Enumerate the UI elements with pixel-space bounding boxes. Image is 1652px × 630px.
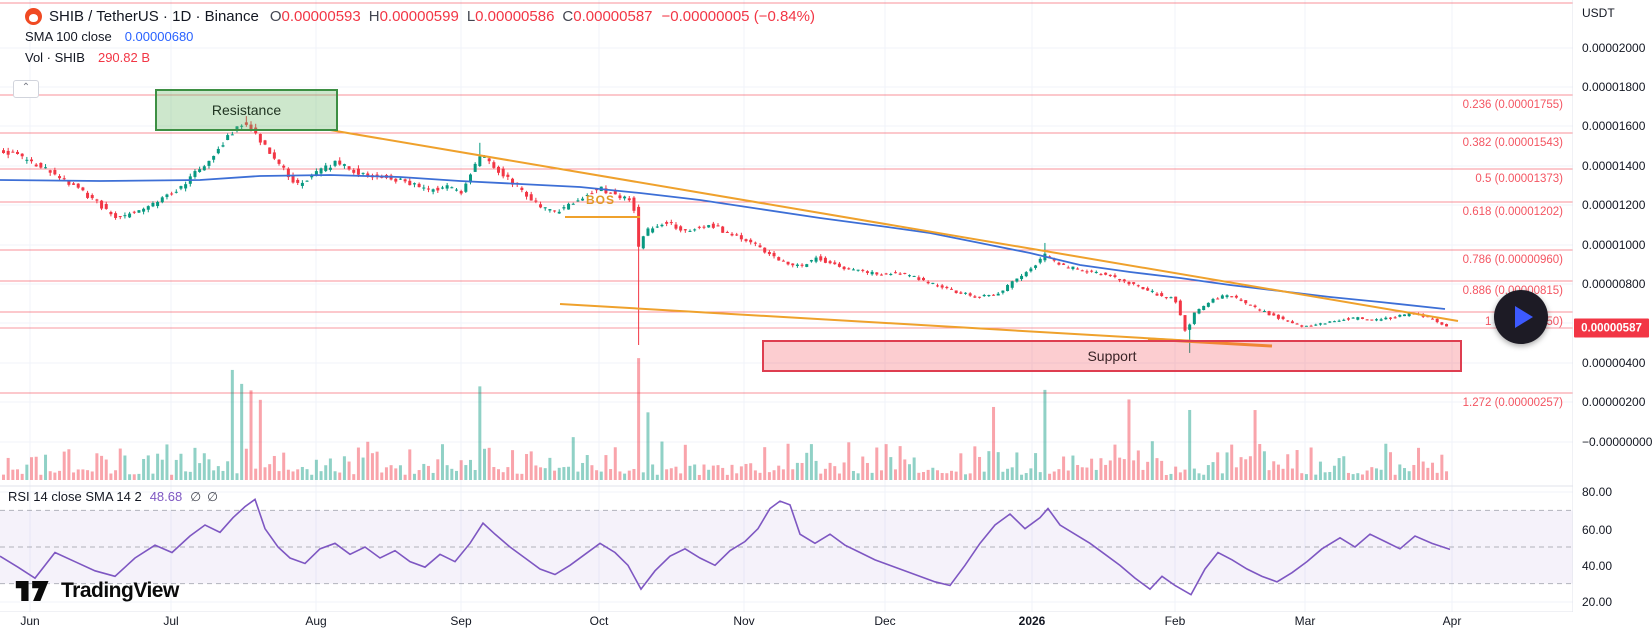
candlesticks [2,116,1449,353]
tradingview-logo-icon [15,581,49,601]
open-value: 0.00000593 [281,7,361,25]
shib-coin-icon [25,7,42,25]
price-tick-label: 0.00001200 [1582,198,1646,212]
last-price-badge: 0.00000587 [1574,318,1649,338]
price-tick-label: 0.00001000 [1582,238,1646,252]
volume-label: Vol · SHIB [25,50,85,65]
symbol-row: SHIB / TetherUS · 1D · Binance O0.000005… [25,6,815,26]
time-tick-label: Apr [1442,614,1462,628]
symbol-title[interactable]: SHIB / TetherUS · 1D · Binance [49,7,259,25]
low-value: 0.00000586 [475,7,555,25]
open-key: O [269,7,282,25]
play-icon [1514,306,1533,328]
price-tick-label: 0.00000400 [1582,356,1646,370]
high-key: H [368,7,380,25]
low-key: L [466,7,476,25]
time-tick-label: Sep [450,614,472,628]
bos-annotation[interactable]: BOS [586,193,616,207]
close-key: C [562,7,574,25]
rsi-tick-label: 80.00 [1582,485,1613,499]
rsi-line [0,498,1451,596]
rsi-tick-label: 20.00 [1582,595,1613,609]
fib-level-label: 0.236 (0.00001755) [1462,99,1563,111]
rsi-legend[interactable]: RSI 14 close SMA 14 2 48.68 ∅∅ [8,489,224,504]
trendline[interactable] [559,303,1196,342]
time-tick-label: Jul [163,614,179,628]
rsi-value: 48.68 [149,489,183,504]
rsi-hidden-values: ∅∅ [190,490,225,504]
fib-level-label: 0.618 (0.00001202) [1462,206,1563,218]
price-tick-label: 0.00000200 [1582,395,1646,409]
price-tick-label: −0.00000000 [1582,435,1652,449]
time-axis[interactable]: Jun Jul Aug Sep Oct Nov Dec 2026 Feb Mar Apr [0,612,1652,630]
time-tick-label: Mar [1294,614,1316,628]
fib-level-label: 0.786 (0.00000960) [1462,254,1563,266]
high-value: 0.00000599 [379,7,459,25]
resistance-label: Resistance [211,102,282,118]
pane-collapse-button[interactable]: ⌃ [13,80,39,98]
time-tick-label: Oct [589,614,609,628]
time-tick-label: Jun [20,614,40,628]
rsi-tick-label: 40.00 [1582,559,1613,573]
close-value: 0.00000587 [573,7,653,25]
time-tick-label: Nov [733,614,755,628]
time-tick-label: Feb [1164,614,1186,628]
price-tick-label: 0.00002000 [1582,41,1646,55]
time-tick-label: Aug [305,614,327,628]
rsi-title: RSI 14 close SMA 14 2 [8,489,142,504]
fib-level-label: 0.5 (0.00001373) [1475,173,1563,185]
trendline[interactable] [329,129,1459,322]
price-axis[interactable]: USDT 0.00002000 0.00001800 0.00001600 0.000… [1573,0,1652,630]
price-tick-label: 0.00000800 [1582,277,1646,291]
support-label: Support [1087,348,1137,364]
rsi-tick-label: 60.00 [1582,523,1613,537]
fib-level-label: 1.272 (0.00000257) [1462,397,1563,409]
sma-value: 0.00000680 [124,29,194,44]
tradingview-watermark: TradingView [14,579,179,603]
volume-bars [2,358,1449,480]
price-tick-label: 0.00001400 [1582,159,1646,173]
axis-currency-label: USDT [1582,6,1615,20]
time-tick-label: 2026 [1018,614,1046,628]
symbol-legend: SHIB / TetherUS · 1D · Binance O0.000005… [25,6,815,68]
price-tick-label: 0.00001800 [1582,80,1646,94]
time-tick-label: Dec [874,614,896,628]
change-value: −0.00000005 (−0.84%) [661,7,815,25]
tradingview-logo-text: TradingView [61,579,179,602]
volume-value: 290.82 B [97,50,151,65]
ohlc-values: O0.00000593 H0.00000599 L0.00000586 C0.0… [270,8,653,25]
fib-level-label: 0.382 (0.00001543) [1462,137,1563,149]
replay-play-button[interactable] [1494,290,1548,344]
sma100-line[interactable] [0,174,1446,310]
chevron-up-icon: ⌃ [21,82,31,93]
sma-legend-row[interactable]: SMA 100 close 0.00000680 [25,26,815,47]
resistance-zone-box[interactable]: Resistance [155,89,338,131]
sma-label: SMA 100 close [25,29,112,44]
volume-legend-row[interactable]: Vol · SHIB 290.82 B [25,47,815,68]
support-zone-box[interactable]: Support [762,340,1462,372]
price-tick-label: 0.00001600 [1582,119,1646,133]
